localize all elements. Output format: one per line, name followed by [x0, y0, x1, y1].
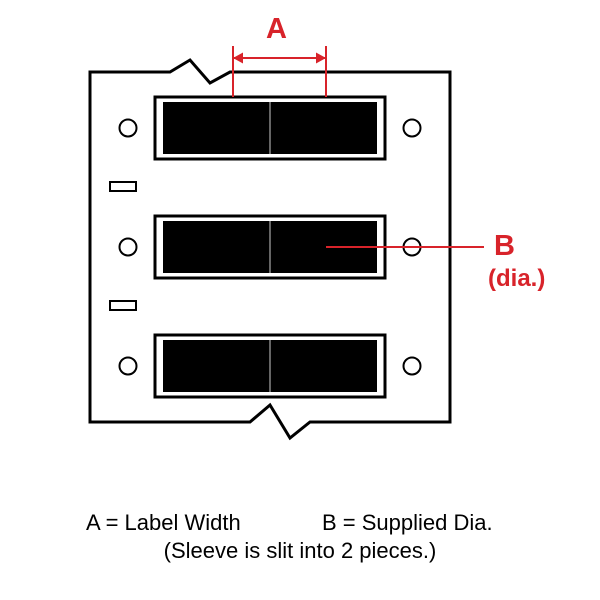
caption-a: A = Label Width	[86, 510, 241, 535]
dim-b-sublabel: (dia.)	[488, 265, 545, 292]
dim-b-label: B	[494, 230, 515, 262]
dim-a-arrow-right	[316, 53, 326, 64]
dim-a-arrow-left	[233, 53, 243, 64]
caption-b: B = Supplied Dia.	[322, 510, 493, 535]
dim-a-label: A	[266, 13, 287, 45]
label-sleeve-diagram: A B (dia.) A = Label Width B = Supplied Dia.…	[0, 0, 600, 600]
caption-note: (Sleeve is slit into 2 pieces.)	[164, 538, 437, 563]
